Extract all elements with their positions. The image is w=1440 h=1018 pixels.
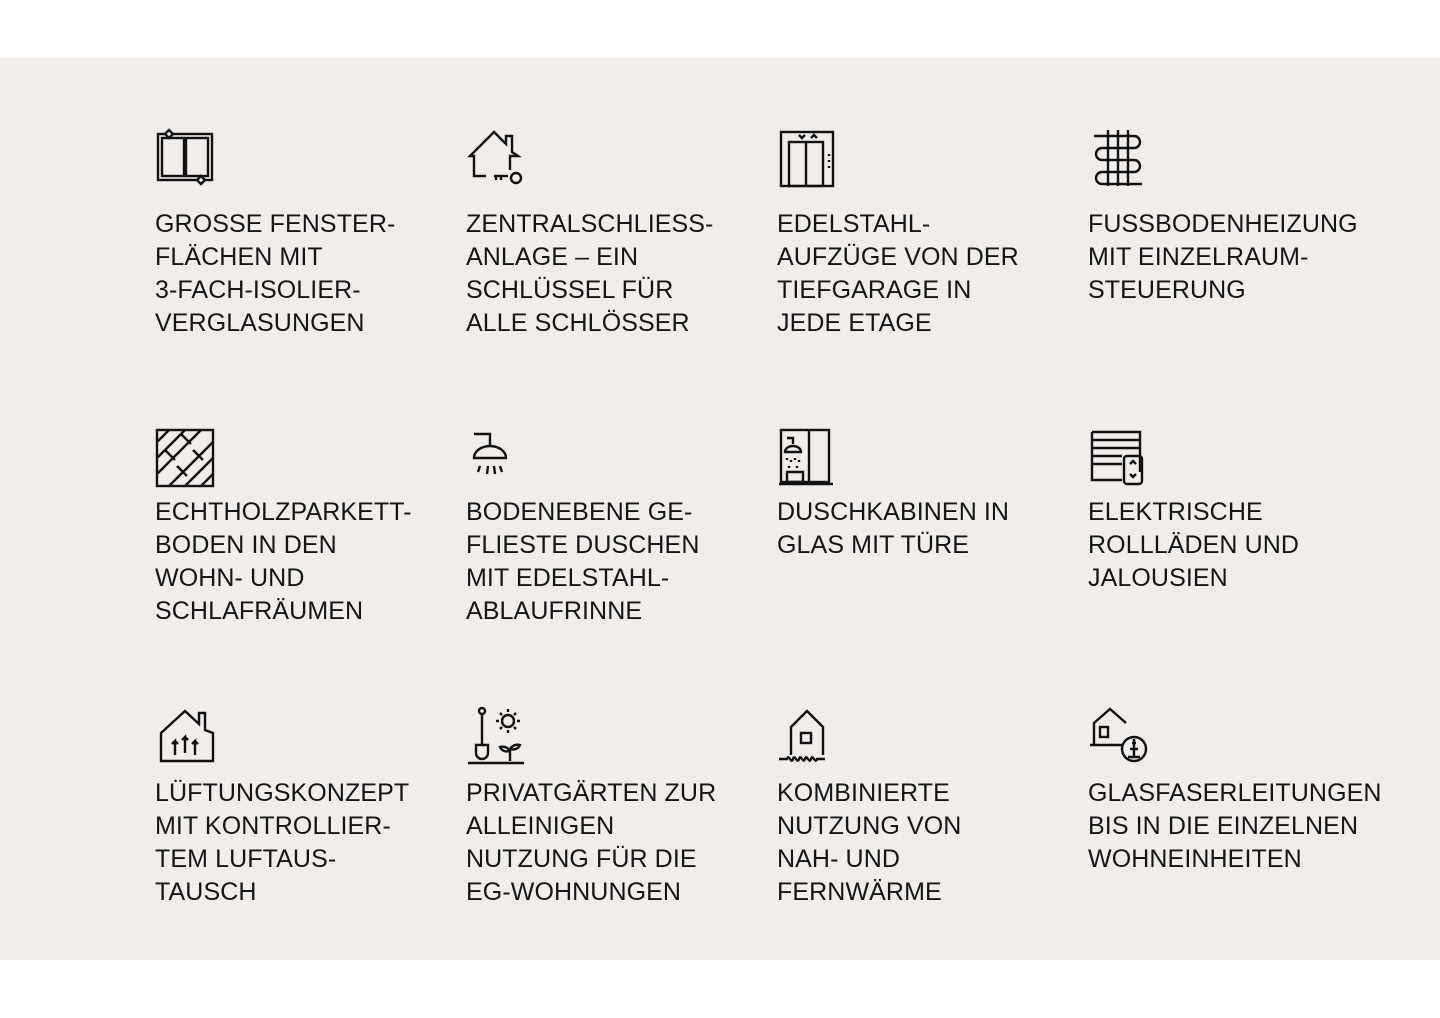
feature-text: DUSCHKABINEN IN GLAS MIT TÜRE — [777, 498, 1010, 559]
parquet-icon — [155, 428, 215, 488]
shower-cabin-icon — [777, 428, 837, 488]
feature-text: EDELSTAHL- AUFZÜGE VON DER TIEFGARAGE IN… — [777, 210, 1019, 337]
elevator-icon — [777, 128, 837, 188]
feature-text: GLASFASERLEITUNGEN BIS IN DIE EINZELNEN … — [1088, 779, 1382, 873]
feature-text: ZENTRALSCHLIESS- ANLAGE – EIN SCHLÜSSEL … — [466, 210, 714, 337]
district-heating-icon — [777, 705, 837, 765]
floor-heating-icon — [1088, 128, 1148, 188]
feature-text: GROSSE FENSTER- FLÄCHEN MIT 3-FACH-ISOLI… — [155, 210, 396, 337]
shower-icon — [466, 428, 526, 488]
house-key-icon — [466, 128, 526, 188]
feature-text: KOMBINIERTE NUTZUNG VON NAH- UND FERNWÄR… — [777, 779, 962, 906]
window-icon — [155, 128, 215, 188]
roller-shutter-icon — [1088, 428, 1148, 488]
fiber-optic-house-icon — [1088, 705, 1148, 765]
feature-text: FUSSBODENHEIZUNG MIT EINZELRAUM- STEUERU… — [1088, 210, 1358, 304]
features-panel — [0, 58, 1440, 960]
feature-text: ELEKTRISCHE ROLLLÄDEN UND JALOUSIEN — [1088, 498, 1300, 592]
feature-text: BODENEBENE GE- FLIESTE DUSCHEN MIT EDELS… — [466, 498, 700, 625]
ventilation-house-icon — [155, 705, 215, 765]
feature-text: PRIVATGÄRTEN ZUR ALLEINIGEN NUTZUNG FÜR … — [466, 779, 717, 906]
feature-text: ECHTHOLZPARKETT- BODEN IN DEN WOHN- UND … — [155, 498, 412, 625]
feature-text: LÜFTUNGSKONZEPT MIT KONTROLLIER- TEM LUF… — [155, 779, 410, 906]
garden-icon — [466, 705, 526, 765]
